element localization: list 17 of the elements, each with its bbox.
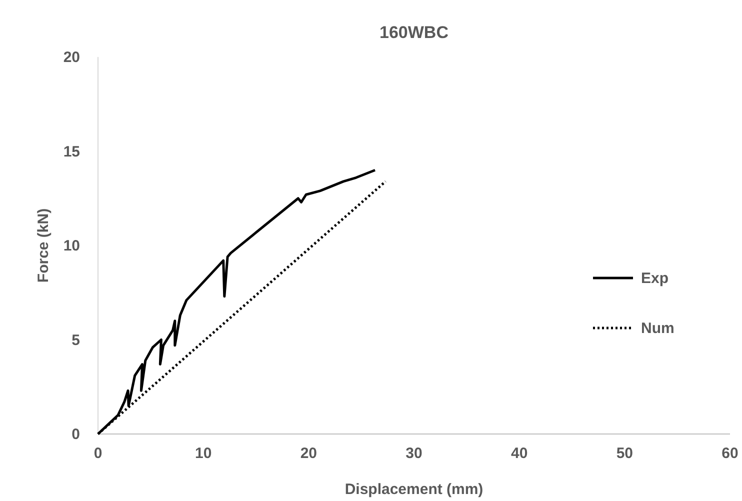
x-tick-label: 40 (510, 445, 528, 462)
y-tick-label: 10 (63, 238, 80, 254)
x-tick-label: 20 (300, 445, 318, 462)
x-tick-label: 0 (94, 445, 102, 462)
x-tick-label: 50 (616, 445, 634, 462)
x-tick-label: 30 (406, 445, 422, 462)
x-tick-label: 60 (722, 445, 738, 462)
x-axis-title: Displacement (mm) (344, 481, 484, 498)
y-tick-label: 20 (63, 49, 80, 66)
y-axis-title: Force (kN) (35, 208, 52, 283)
legend-label: Exp (641, 270, 669, 287)
legend-label: Num (641, 320, 674, 337)
y-tick-label: 15 (63, 143, 80, 160)
x-tick-label: 10 (194, 445, 212, 462)
y-tick-label: 5 (72, 332, 80, 349)
chart-title: 160WBC (380, 23, 448, 42)
y-tick-label: 0 (72, 426, 80, 443)
